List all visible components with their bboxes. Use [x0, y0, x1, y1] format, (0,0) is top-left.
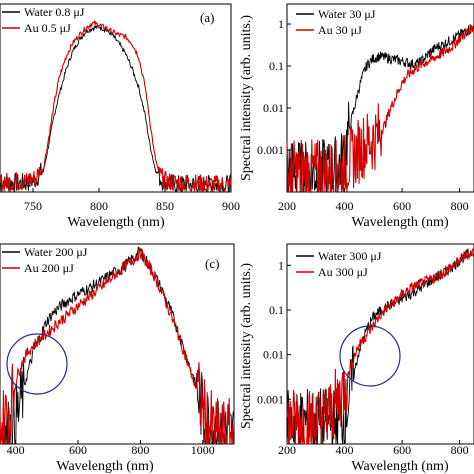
y-tick-label: 0.01	[263, 348, 284, 362]
panel-c-tag: (c)	[205, 256, 219, 271]
y-tick-label: 0.001	[257, 143, 284, 157]
series-line-water	[286, 247, 474, 445]
x-tick-label: 1000	[191, 443, 215, 457]
x-tick-label: 200	[278, 199, 296, 213]
panel-a-tag: (a)	[200, 10, 214, 25]
y-tick-label: 0.01	[263, 101, 284, 115]
series-line-water	[0, 23, 232, 193]
y-tick-label: 0.1	[269, 303, 284, 317]
panel-c-frame	[0, 243, 235, 445]
legend-label: Au 0.5 μJ	[24, 21, 71, 35]
x-tick-label: 800	[451, 443, 469, 457]
y-tick-label: 0.001	[257, 392, 284, 406]
legend-label: Water 0.8 μJ	[24, 5, 85, 19]
x-tick-label: 600	[393, 443, 411, 457]
panel-d-legend: Water 300 μJ Au 300 μJ	[296, 249, 382, 279]
x-tick-label: 600	[69, 443, 87, 457]
y-tick-label: 0.1	[269, 59, 284, 73]
panel-a-xlabel: Wavelength (nm)	[67, 215, 165, 230]
legend-label: Water 200 μJ	[24, 245, 88, 259]
panel-d-ylabel: Spectral intensity (arb. units.)	[239, 263, 254, 429]
legend-label: Au 30 μJ	[318, 23, 362, 37]
panel-b-ylabel: Spectral intensity (arb. units.)	[239, 15, 254, 181]
panel-c-highlight-circle	[6, 333, 68, 395]
panel-c: 400 600 800 1000 Wavelength (nm) (c) Water …	[0, 243, 235, 474]
x-tick-label: 850	[156, 199, 174, 213]
panel-d: 200 400 600 800 0.001 0.01 0.1 1 Wavelength (nm…	[239, 243, 474, 474]
x-tick-label: 400	[7, 443, 25, 457]
panel-d-highlight-circle	[339, 325, 401, 387]
panel-a-frame	[0, 3, 232, 193]
panel-d-frame	[286, 243, 474, 445]
panel-d-xlabel: Wavelength (nm)	[351, 459, 449, 474]
series-line-au	[286, 24, 474, 194]
y-tick-label: 1	[278, 258, 284, 272]
panel-b-frame	[286, 3, 474, 193]
x-tick-label: 750	[24, 199, 42, 213]
series-line-au	[286, 248, 474, 445]
panel-b: 200 400 600 800 0.001 0.01 0.1 1 Wavelength (nm…	[239, 3, 474, 230]
legend-label: Water 300 μJ	[318, 249, 382, 263]
x-tick-label: 600	[393, 199, 411, 213]
x-tick-label: 200	[278, 443, 296, 457]
panel-c-legend: Water 200 μJ Au 200 μJ	[2, 245, 88, 275]
x-tick-label: 900	[222, 199, 240, 213]
y-tick-label: 1	[278, 17, 284, 31]
series-line-au	[0, 247, 234, 445]
legend-label: Au 200 μJ	[24, 261, 74, 275]
panel-b-legend: Water 30 μJ Au 30 μJ	[296, 7, 376, 37]
panel-c-xlabel: Wavelength (nm)	[56, 459, 154, 474]
series-line-au	[0, 19, 232, 193]
x-tick-label: 800	[90, 199, 108, 213]
x-tick-label: 400	[336, 443, 354, 457]
panel-b-xlabel: Wavelength (nm)	[351, 215, 449, 230]
panel-a: 750 800 850 900 Wavelength (nm) (a) Water 0…	[0, 3, 240, 230]
x-tick-label: 800	[131, 443, 149, 457]
panel-a-legend: Water 0.8 μJ Au 0.5 μJ	[2, 5, 85, 35]
x-tick-label: 400	[336, 199, 354, 213]
x-tick-label: 800	[451, 199, 469, 213]
legend-label: Au 300 μJ	[318, 265, 368, 279]
legend-label: Water 30 μJ	[318, 7, 376, 21]
